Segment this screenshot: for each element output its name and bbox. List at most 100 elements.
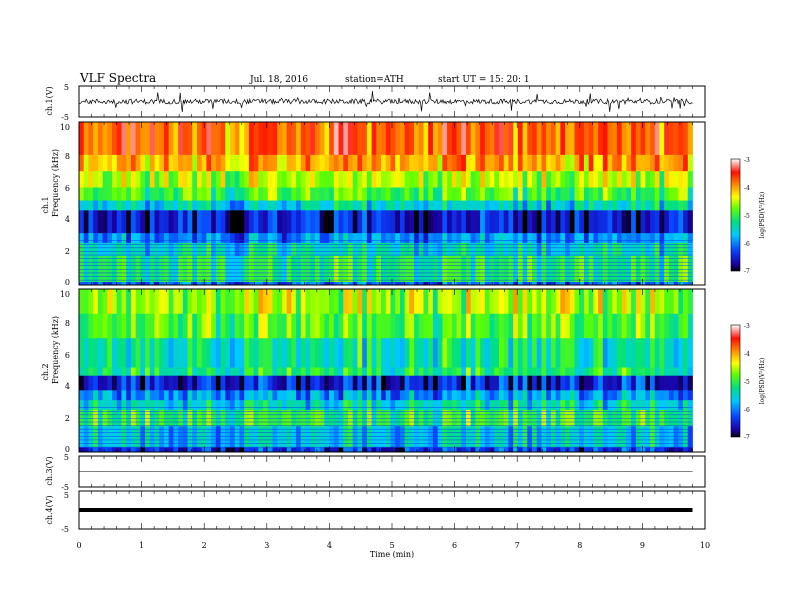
spectrogram-cell bbox=[258, 313, 263, 338]
spectrogram-cell bbox=[339, 122, 344, 155]
spectrogram-cell bbox=[202, 171, 207, 188]
spectrogram-cell bbox=[626, 155, 631, 172]
spectrogram-cell bbox=[688, 243, 693, 256]
spectrogram-cell bbox=[131, 256, 136, 282]
spectrogram-cell bbox=[178, 171, 183, 188]
spectrogram-cell bbox=[598, 400, 603, 410]
spectrogram-cell bbox=[145, 410, 150, 427]
spectrogram-cell bbox=[263, 338, 268, 368]
spectrogram-cell bbox=[98, 155, 103, 172]
spectrogram-cell bbox=[537, 400, 542, 410]
spectrogram-cell bbox=[376, 390, 381, 400]
spectrogram-cell bbox=[523, 155, 528, 172]
spectrogram-cell bbox=[107, 243, 112, 256]
spectrogram-cell bbox=[518, 375, 523, 390]
spectrogram-cell bbox=[310, 410, 315, 427]
spectrogram-cell bbox=[235, 289, 240, 314]
spectrogram-cell bbox=[140, 233, 145, 243]
spectrogram-cell bbox=[669, 187, 674, 200]
ch2-colorbar-tick-m4: -4 bbox=[744, 351, 750, 358]
spectrogram-cell bbox=[376, 171, 381, 188]
spectrogram-cell bbox=[466, 187, 471, 200]
spectrogram-cell bbox=[622, 390, 627, 400]
spectrogram-cell bbox=[452, 256, 457, 282]
spectrogram-cell bbox=[688, 400, 693, 410]
spectrogram-cell bbox=[244, 375, 249, 390]
spectrogram-cell bbox=[84, 400, 89, 410]
spectrogram-cell bbox=[296, 367, 301, 375]
spectrogram-cell bbox=[541, 338, 546, 368]
spectrogram-cell bbox=[556, 313, 561, 338]
spectrogram-cell bbox=[565, 122, 570, 155]
spectrogram-cell bbox=[475, 338, 480, 368]
spectrogram-cell bbox=[423, 155, 428, 172]
spectrogram-cell bbox=[603, 200, 608, 210]
spectrogram-cell bbox=[173, 187, 178, 200]
spectrogram-cell bbox=[560, 256, 565, 282]
spectrogram-cell bbox=[287, 200, 292, 210]
spectrogram-cell bbox=[155, 200, 160, 210]
spectrogram-cell bbox=[301, 338, 306, 368]
spectrogram-cell bbox=[329, 122, 334, 155]
spectrogram-cell bbox=[466, 375, 471, 390]
spectrogram-cell bbox=[683, 200, 688, 210]
spectrogram-cell bbox=[504, 155, 509, 172]
spectrogram-cell bbox=[442, 171, 447, 188]
spectrogram-cell bbox=[159, 155, 164, 172]
spectrogram-cell bbox=[164, 390, 169, 400]
spectrogram-cell bbox=[589, 243, 594, 256]
spectrogram-cell bbox=[622, 210, 627, 233]
spectrogram-cell bbox=[112, 256, 117, 282]
spectrogram-cell bbox=[178, 122, 183, 155]
spectrogram-cell bbox=[376, 233, 381, 243]
spectrogram-cell bbox=[263, 410, 268, 427]
spectrogram-cell bbox=[249, 210, 254, 233]
spectrogram-cell bbox=[626, 243, 631, 256]
spectrogram-cell bbox=[150, 367, 155, 375]
spectrogram-cell bbox=[688, 200, 693, 210]
spectrogram-cell bbox=[353, 400, 358, 410]
spectrogram-cell bbox=[206, 256, 211, 282]
spectrogram-cell bbox=[423, 200, 428, 210]
spectrogram-cell bbox=[192, 233, 197, 243]
spectrogram-cell bbox=[659, 256, 664, 282]
spectrogram-cell bbox=[268, 155, 273, 172]
spectrogram-cell bbox=[296, 390, 301, 400]
x-tick-label: 10 bbox=[700, 541, 710, 550]
spectrogram-cell bbox=[546, 338, 551, 368]
spectrogram-cell bbox=[641, 410, 646, 427]
spectrogram-cell bbox=[206, 390, 211, 400]
spectrogram-cell bbox=[272, 313, 277, 338]
spectrogram-cell bbox=[659, 155, 664, 172]
spectrogram-cell bbox=[608, 243, 613, 256]
spectrogram-cell bbox=[339, 243, 344, 256]
spectrogram-cell bbox=[537, 338, 542, 368]
spectrogram-cell bbox=[145, 155, 150, 172]
spectrogram-cell bbox=[508, 375, 513, 390]
spectrogram-cell bbox=[230, 187, 235, 200]
spectrogram-cell bbox=[296, 122, 301, 155]
spectrogram-cell bbox=[409, 367, 414, 375]
spectrogram-cell bbox=[315, 187, 320, 200]
spectrogram-cell bbox=[560, 122, 565, 155]
spectrogram-cell bbox=[631, 233, 636, 243]
spectrogram-cell bbox=[523, 210, 528, 233]
spectrogram-cell bbox=[584, 375, 589, 390]
spectrogram-cell bbox=[608, 187, 613, 200]
spectrogram-cell bbox=[301, 313, 306, 338]
spectrogram-cell bbox=[645, 243, 650, 256]
spectrogram-cell bbox=[669, 400, 674, 410]
spectrogram-cell bbox=[301, 367, 306, 375]
spectrogram-cell bbox=[518, 289, 523, 314]
spectrogram-cell bbox=[136, 122, 141, 155]
spectrogram-cell bbox=[107, 122, 112, 155]
spectrogram-cell bbox=[631, 410, 636, 427]
spectrogram-cell bbox=[669, 233, 674, 243]
spectrogram-cell bbox=[688, 233, 693, 243]
spectrogram-cell bbox=[221, 171, 226, 188]
spectrogram-cell bbox=[79, 122, 84, 155]
spectrogram-cell bbox=[254, 233, 259, 243]
spectrogram-cell bbox=[442, 367, 447, 375]
ch1-colorbar-tick-m5: -5 bbox=[744, 213, 750, 220]
spectrogram-cell bbox=[593, 171, 598, 188]
